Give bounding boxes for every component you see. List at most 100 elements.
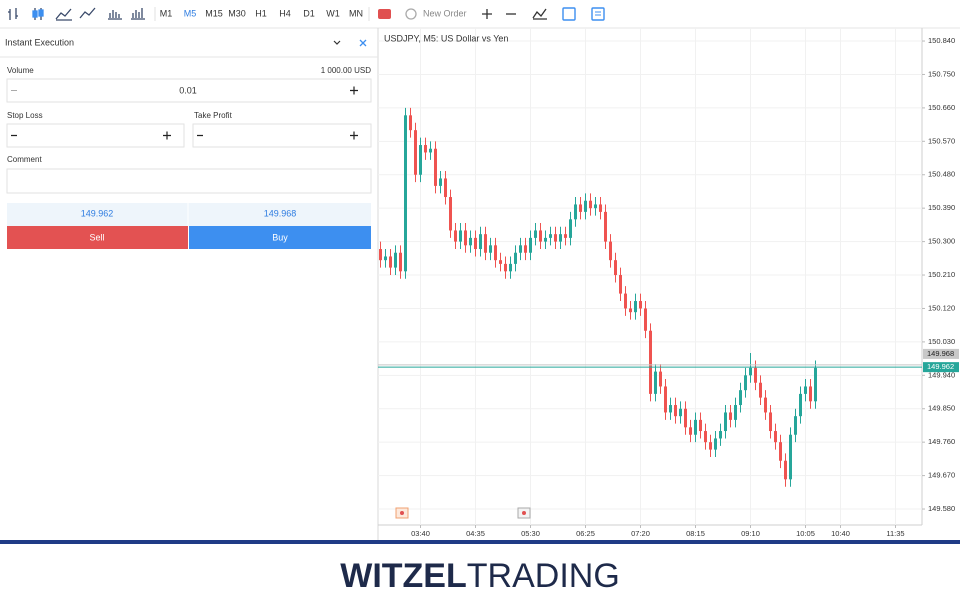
footer-bar bbox=[0, 540, 960, 544]
volume-icon[interactable] bbox=[108, 10, 122, 20]
sell-label[interactable]: Sell bbox=[89, 232, 104, 242]
timeframe-button[interactable]: M1 bbox=[160, 8, 173, 18]
candle-body bbox=[419, 145, 422, 175]
bars-icon[interactable] bbox=[8, 8, 18, 20]
candle-body bbox=[614, 260, 617, 276]
candle-body bbox=[669, 405, 672, 413]
timeframe-button[interactable]: H1 bbox=[255, 8, 267, 18]
y-tick-label: 150.570 bbox=[928, 136, 955, 145]
new-order-button[interactable]: New Order bbox=[423, 8, 467, 18]
candle-body bbox=[434, 148, 437, 186]
y-tick-label: 149.760 bbox=[928, 437, 955, 446]
candle-body bbox=[484, 234, 487, 253]
candle-body bbox=[804, 386, 807, 394]
price-label: 149.968 bbox=[927, 349, 954, 358]
stop-loss-label: Stop Loss bbox=[7, 111, 43, 120]
candle-body bbox=[529, 237, 532, 253]
candle-body bbox=[594, 204, 597, 209]
x-tick-label: 09:10 bbox=[741, 529, 760, 538]
y-tick-label: 149.940 bbox=[928, 370, 955, 379]
candle-body bbox=[749, 367, 752, 376]
candle-body bbox=[499, 260, 502, 264]
candle-body bbox=[574, 204, 577, 220]
timeframe-group: M1 M5 M15 M30 H1 H4 D1 W1 MN bbox=[160, 8, 363, 18]
area-icon[interactable] bbox=[55, 8, 72, 21]
chart-title: USDJPY, M5: US Dollar vs Yen bbox=[384, 33, 508, 43]
take-profit-label: Take Profit bbox=[194, 111, 233, 120]
candle-body bbox=[389, 256, 392, 268]
candle-body bbox=[504, 263, 507, 272]
close-icon[interactable] bbox=[359, 39, 367, 47]
candle-body bbox=[514, 252, 517, 264]
calendar-icon[interactable] bbox=[562, 7, 576, 21]
stepper-icons[interactable] bbox=[11, 131, 358, 140]
comment-input[interactable] bbox=[6, 168, 372, 194]
candle-body bbox=[654, 371, 657, 394]
x-tick-label: 10:05 bbox=[796, 529, 815, 538]
y-tick-label: 150.390 bbox=[928, 203, 955, 212]
brand-logo: WITZELTRADING bbox=[340, 557, 620, 595]
candle-body bbox=[659, 371, 662, 387]
candle-body bbox=[734, 405, 737, 420]
candle-body bbox=[739, 390, 742, 406]
x-tick-label: 10:40 bbox=[831, 529, 850, 538]
candle-body bbox=[619, 275, 622, 294]
candle-body bbox=[579, 204, 582, 212]
volume-increase[interactable] bbox=[350, 86, 358, 95]
take-profit-input[interactable] bbox=[192, 123, 372, 148]
candle-body bbox=[399, 252, 402, 272]
timeframe-button[interactable]: H4 bbox=[279, 8, 291, 18]
templates-icon[interactable] bbox=[591, 7, 605, 21]
price-label-box bbox=[923, 362, 959, 373]
brand-bold: WITZEL bbox=[340, 557, 467, 595]
line-icon[interactable] bbox=[79, 7, 96, 19]
zoom-in-icon[interactable] bbox=[482, 9, 492, 19]
timeframe-button[interactable]: MN bbox=[349, 8, 363, 18]
y-tick-label: 150.750 bbox=[928, 69, 955, 78]
timeframe-button[interactable]: M30 bbox=[228, 8, 246, 18]
candle-body bbox=[524, 245, 527, 253]
y-tick-label: 150.840 bbox=[928, 36, 955, 45]
stop-loss-input[interactable] bbox=[6, 123, 185, 148]
timeframe-button[interactable]: M5 bbox=[184, 8, 197, 18]
candle-body bbox=[634, 301, 637, 313]
new-order-icon[interactable] bbox=[405, 8, 417, 20]
volume-value: 0.01 bbox=[179, 85, 197, 95]
candle-body bbox=[624, 293, 627, 309]
candle-body bbox=[719, 431, 722, 439]
templates-lines bbox=[595, 11, 601, 16]
panel-title: Instant Execution bbox=[5, 37, 74, 47]
candle-body bbox=[694, 419, 697, 435]
plot-area bbox=[378, 107, 922, 487]
buy-button[interactable] bbox=[189, 226, 371, 249]
volume-amount: 1 000.00 USD bbox=[321, 66, 371, 75]
candle-body bbox=[644, 308, 647, 331]
y-tick-label: 150.300 bbox=[928, 237, 955, 246]
candle-body bbox=[459, 230, 462, 242]
candle-body bbox=[554, 234, 557, 242]
sell-button[interactable] bbox=[7, 226, 188, 249]
candle-body bbox=[449, 197, 452, 231]
candle-body bbox=[534, 230, 537, 238]
dropdown-icon[interactable] bbox=[333, 40, 341, 45]
candle-body bbox=[609, 241, 612, 261]
indicators-icon[interactable] bbox=[532, 8, 547, 20]
timeframe-button[interactable]: M15 bbox=[205, 8, 223, 18]
candle-body bbox=[729, 412, 732, 420]
candle-body bbox=[404, 115, 407, 272]
tick-volume-icon[interactable] bbox=[131, 8, 145, 20]
volume-input[interactable] bbox=[6, 78, 372, 103]
candle-body bbox=[469, 237, 472, 246]
timeframe-button[interactable]: D1 bbox=[303, 8, 315, 18]
candle-body bbox=[759, 382, 762, 398]
buy-label[interactable]: Buy bbox=[272, 232, 288, 242]
y-tick-label: 150.210 bbox=[928, 270, 955, 279]
candle-body bbox=[809, 386, 812, 402]
candle-body bbox=[544, 237, 547, 242]
candle-body bbox=[649, 330, 652, 394]
candle-body bbox=[494, 245, 497, 261]
one-click-icon[interactable] bbox=[378, 9, 391, 19]
timeframe-button[interactable]: W1 bbox=[326, 8, 340, 18]
